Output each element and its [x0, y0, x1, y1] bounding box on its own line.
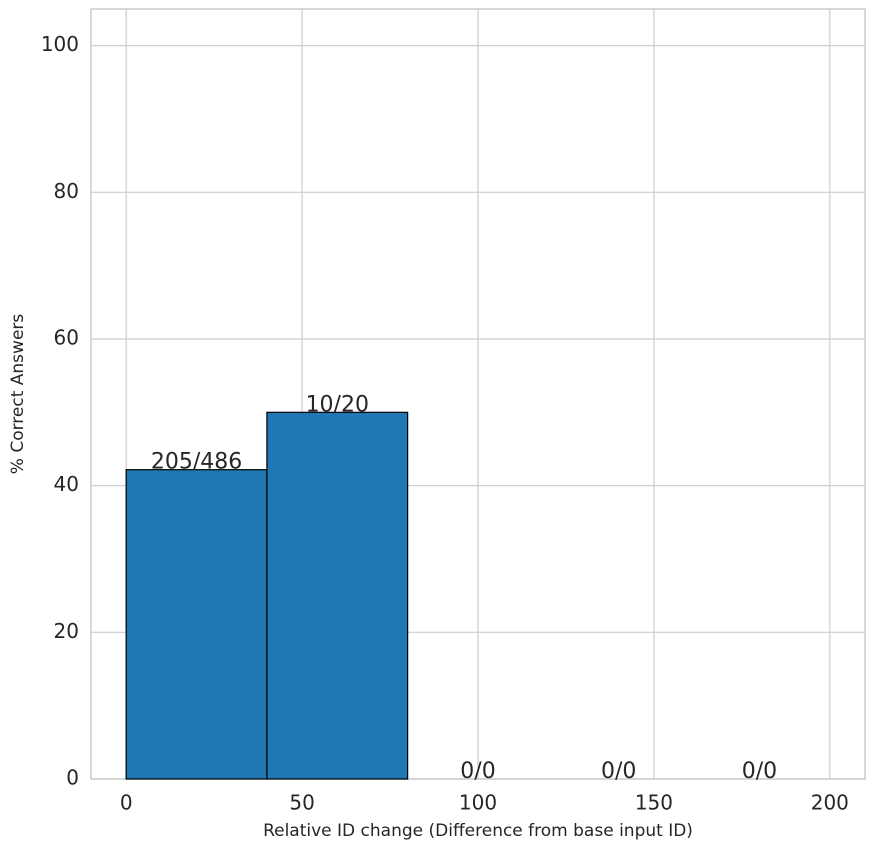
bar: [125, 469, 268, 780]
bar: [266, 411, 409, 780]
value-label: 205/486: [151, 450, 242, 475]
value-label: 0/0: [742, 759, 777, 784]
value-label: 0/0: [601, 759, 636, 784]
x-tick-label: 50: [289, 791, 314, 815]
x-tick-label: 100: [459, 791, 497, 815]
value-label: 10/20: [306, 392, 369, 417]
value-label: 0/0: [460, 759, 495, 784]
y-tick-label: 0: [66, 766, 79, 790]
y-tick-label: 80: [54, 179, 79, 203]
x-tick-label: 150: [635, 791, 673, 815]
x-tick-label: 200: [811, 791, 849, 815]
y-tick-label: 60: [54, 326, 79, 350]
plot-frame: [90, 8, 866, 780]
y-tick-label: 40: [54, 472, 79, 496]
x-tick-label: 0: [120, 791, 133, 815]
y-tick-label: 20: [54, 619, 79, 643]
x-axis-label: Relative ID change (Difference from base…: [263, 821, 693, 841]
y-tick-label: 100: [41, 32, 79, 56]
y-axis-label: % Correct Answers: [8, 314, 28, 475]
